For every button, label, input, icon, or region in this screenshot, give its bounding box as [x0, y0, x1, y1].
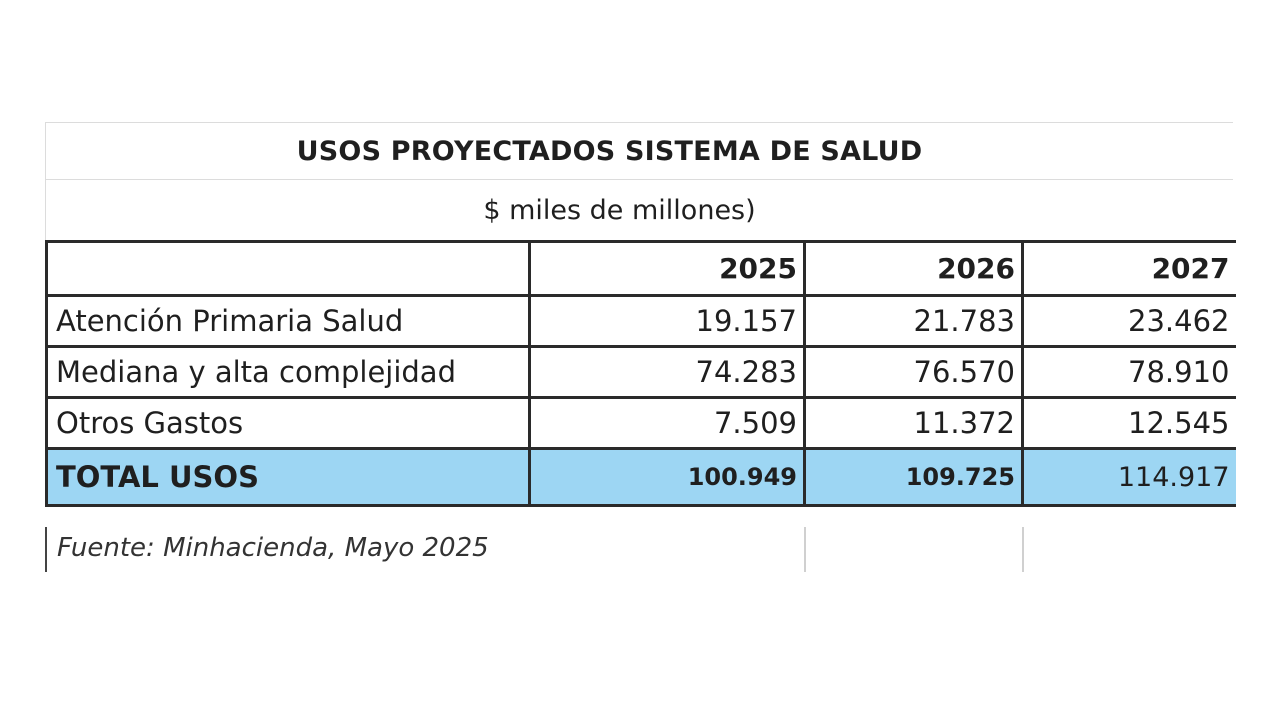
cell-value: 23.462	[1021, 294, 1236, 348]
year-header: 2027	[1021, 240, 1236, 297]
data-grid: 2025 2026 2027 Atención Primaria Salud 1…	[45, 240, 1236, 507]
source-row: Fuente: Minhacienda, Mayo 2025	[45, 527, 1233, 572]
total-value: 109.725	[803, 447, 1024, 507]
source-note: Fuente: Minhacienda, Mayo 2025	[57, 533, 489, 563]
cell-value: 11.372	[803, 396, 1024, 450]
cell-value: 21.783	[803, 294, 1024, 348]
table-row: Mediana y alta complejidad 74.283 76.570…	[45, 345, 1236, 399]
cell-value: 76.570	[803, 345, 1024, 399]
total-value: 114.917	[1021, 447, 1236, 507]
row-label: Otros Gastos	[45, 396, 531, 450]
table-row: Atención Primaria Salud 19.157 21.783 23…	[45, 294, 1236, 348]
cell-value: 12.545	[1021, 396, 1236, 450]
gridline	[804, 527, 806, 572]
total-row: TOTAL USOS 100.949 109.725 114.917	[45, 447, 1236, 507]
row-label: Atención Primaria Salud	[45, 294, 531, 348]
table-subtitle: $ miles de millones)	[45, 180, 1233, 240]
table-title: USOS PROYECTADOS SISTEMA DE SALUD	[45, 122, 1233, 180]
cell-value: 19.157	[528, 294, 806, 348]
year-header: 2026	[803, 240, 1024, 297]
cell-value: 74.283	[528, 345, 806, 399]
cell-value: 7.509	[528, 396, 806, 450]
header-empty-cell	[45, 240, 531, 297]
cell-value: 78.910	[1021, 345, 1236, 399]
spreadsheet-table: USOS PROYECTADOS SISTEMA DE SALUD $ mile…	[45, 122, 1236, 572]
total-label: TOTAL USOS	[45, 447, 531, 507]
header-row: 2025 2026 2027	[45, 240, 1236, 297]
year-header: 2025	[528, 240, 806, 297]
total-value: 100.949	[528, 447, 806, 507]
gridline	[1022, 527, 1024, 572]
row-label: Mediana y alta complejidad	[45, 345, 531, 399]
table-row: Otros Gastos 7.509 11.372 12.545	[45, 396, 1236, 450]
